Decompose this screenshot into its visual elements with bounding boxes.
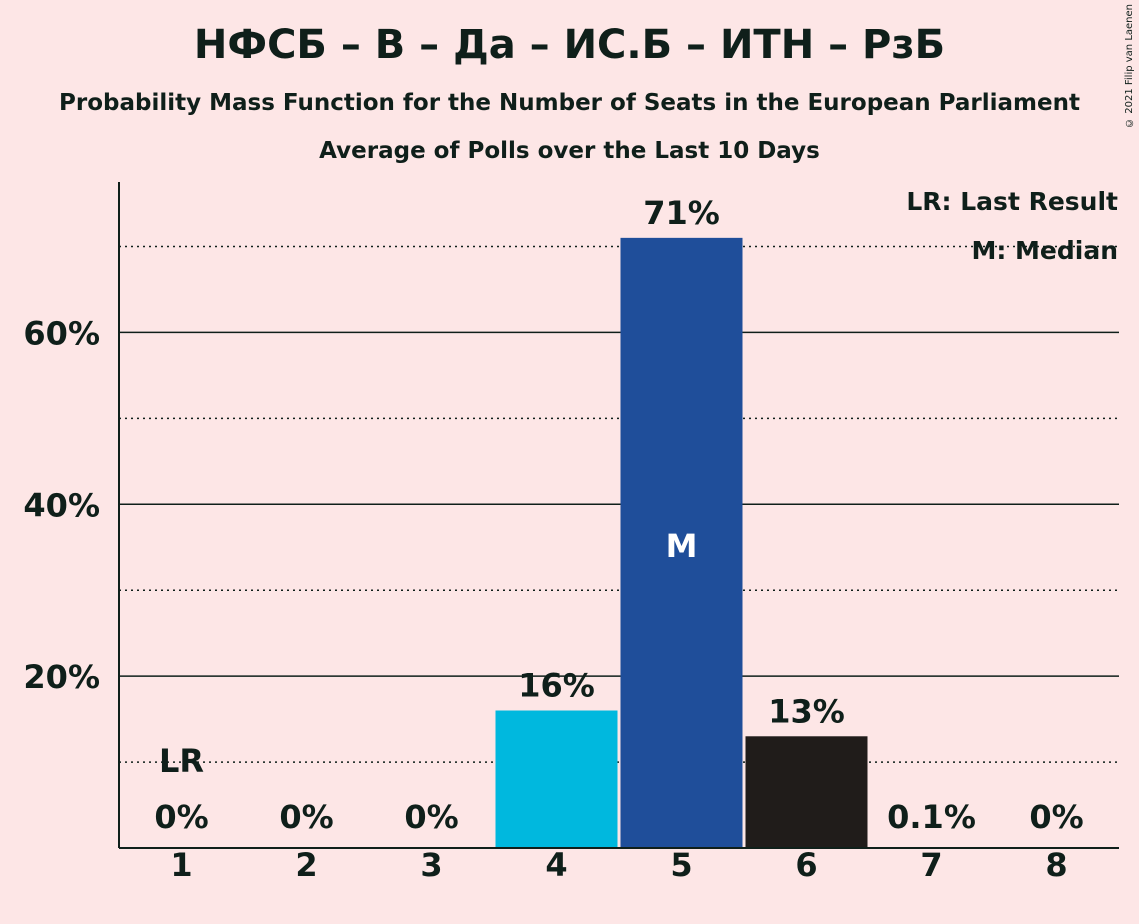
chart-subtitle: Probability Mass Function for the Number… [59, 90, 1080, 116]
x-tick-label: 5 [670, 846, 692, 884]
x-tick-label: 2 [295, 846, 317, 884]
x-tick-label: 8 [1045, 846, 1067, 884]
bar [495, 710, 618, 848]
chart-subtitle-period: Average of Polls over the Last 10 Days [319, 138, 820, 164]
x-tick-label: 3 [420, 846, 442, 884]
y-tick-label: 20% [23, 658, 100, 696]
x-tick-label: 1 [170, 846, 192, 884]
value-label: 13% [768, 692, 845, 730]
gridlines [119, 245, 1119, 763]
value-label: 0% [279, 798, 333, 836]
value-label: 0.1% [887, 798, 976, 836]
bars [495, 237, 868, 849]
last-result-marker: LR [159, 742, 204, 780]
median-marker: M [666, 527, 698, 565]
value-labels: 0% LR 0% 0% 16% 71% M 13% 0.1% 0% [154, 194, 1083, 836]
x-tick-label: 7 [920, 846, 942, 884]
x-tick-label: 6 [795, 846, 817, 884]
legend-last-result: LR: Last Result [906, 187, 1118, 216]
y-tick-label: 40% [23, 486, 100, 524]
legend-median: M: Median [971, 236, 1118, 265]
x-tick-label: 4 [545, 846, 567, 884]
value-label: 71% [643, 194, 720, 232]
axes: 20% 40% 60% 1 2 3 4 5 6 7 8 [23, 182, 1119, 884]
value-label: 0% [404, 798, 458, 836]
value-label: 16% [518, 667, 595, 705]
chart-title: НФСБ – В – Да – ИС.Б – ИТН – РзБ [193, 22, 946, 68]
value-label: 0% [154, 798, 208, 836]
bar [745, 736, 868, 848]
value-label: 0% [1029, 798, 1083, 836]
y-tick-label: 60% [23, 314, 100, 352]
bar [620, 237, 743, 849]
